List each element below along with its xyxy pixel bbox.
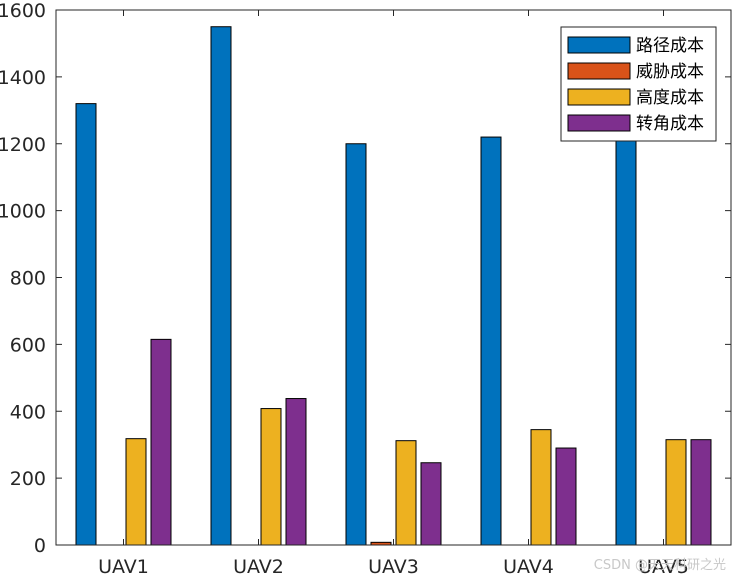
legend-swatch-series-3 [567,88,631,106]
bar-series-4-uav2 [285,398,307,546]
bar-series-1-uav1 [75,103,97,546]
bar-series-4-uav1 [150,338,172,546]
x-axis: UAV1 UAV2 UAV3 UAV4 UAV5 [98,10,689,578]
legend-swatch-series-4 [567,114,631,132]
legend-swatch-series-1 [567,36,631,54]
watermark: CSDN @天天科研之光 [594,558,726,573]
bars-layer [75,26,712,546]
y-tick-label: 1600 [0,0,46,22]
legend-label-series-4: 转角成本 [636,114,704,134]
y-tick-label: 0 [34,535,46,557]
legend-label-series-3: 高度成本 [636,88,704,108]
bar-series-4-uav3 [420,462,442,546]
bar-series-4-uav5 [690,439,712,546]
bar-series-1-uav5 [615,133,637,546]
x-tick-label-uav1: UAV1 [98,556,149,577]
bar-series-1-uav3 [345,143,367,546]
bar-series-1-uav2 [210,26,232,546]
y-tick-label: 200 [10,468,46,490]
y-tick-label: 800 [10,268,46,290]
bar-series-4-uav4 [555,447,577,546]
y-axis: 0 200 400 600 800 1000 1200 1400 1600 [0,0,731,557]
x-tick-label-uav5: UAV5 [638,556,689,577]
bar-series-1-uav4 [480,136,502,546]
x-tick-label-uav3: UAV3 [368,556,419,577]
bar-series-3-uav3 [395,440,417,546]
y-tick-label: 1200 [0,134,46,156]
bar-series-3-uav2 [260,408,282,546]
bar-series-3-uav4 [530,429,552,546]
y-tick-label: 1400 [0,67,46,89]
x-tick-label-uav4: UAV4 [503,556,554,577]
y-tick-label: 1000 [0,201,46,223]
y-tick-label: 600 [10,334,46,356]
y-tick-label: 400 [10,401,46,423]
legend-label-series-1: 路径成本 [636,36,704,56]
x-tick-label-uav2: UAV2 [233,556,284,577]
bar-series-3-uav5 [665,439,687,546]
bar-series-3-uav1 [125,438,147,546]
legend-label-series-2: 威胁成本 [636,62,704,82]
legend-swatch-series-2 [567,62,631,80]
